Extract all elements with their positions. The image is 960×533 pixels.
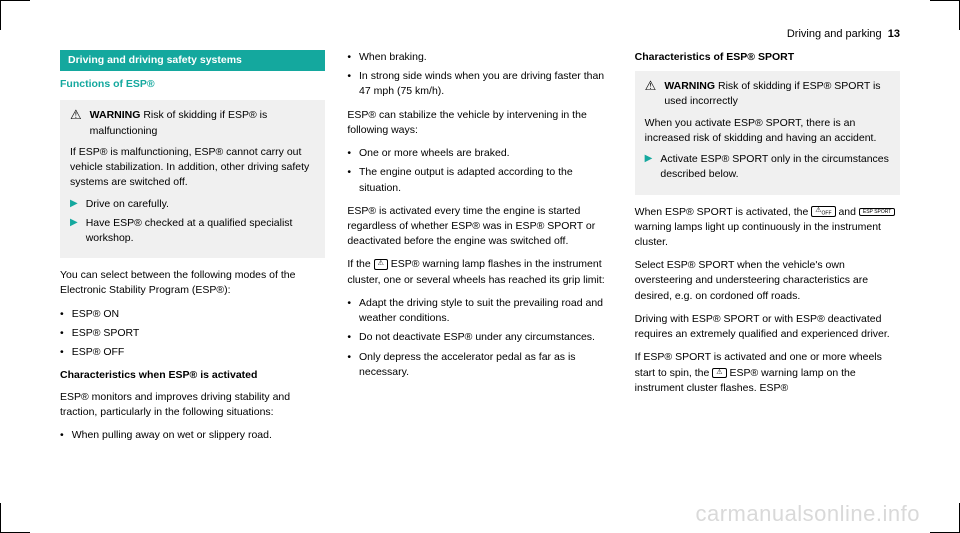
- column-1: Driving and driving safety systems Funct…: [60, 50, 325, 447]
- list-item: •In strong side winds when you are drivi…: [347, 69, 612, 99]
- step-text: Activate ESP® SPORT only in the circumst…: [660, 152, 890, 182]
- page-header: Driving and parking 13: [60, 28, 900, 40]
- paragraph: If ESP® SPORT is activated and one or mo…: [635, 350, 900, 396]
- list-item: •ESP® SPORT: [60, 326, 325, 341]
- esp-warning-icon: ⚠: [374, 259, 388, 269]
- bold-subhead: Characteristics of ESP® SPORT: [635, 50, 900, 65]
- list-item: •When pulling away on wet or slippery ro…: [60, 428, 325, 443]
- paragraph: If the ⚠ ESP® warning lamp flashes in th…: [347, 257, 612, 287]
- warning-icon: ⚠: [645, 79, 657, 92]
- paragraph: ESP® is activated every time the engine …: [347, 204, 612, 250]
- bold-subhead: Characteristics when ESP® is activated: [60, 368, 325, 383]
- warning-box-2: ⚠ WARNING Risk of skidding if ESP® SPORT…: [635, 71, 900, 194]
- paragraph: When ESP® SPORT is activated, the ⚠OFF a…: [635, 205, 900, 251]
- warning-body: If ESP® is malfunctioning, ESP® cannot c…: [70, 145, 315, 191]
- paragraph: You can select between the following mod…: [60, 268, 325, 298]
- esp-off-icon: ⚠OFF: [811, 206, 835, 217]
- list-item: •Only depress the accelerator pedal as f…: [347, 350, 612, 380]
- list-item: •Adapt the driving style to suit the pre…: [347, 296, 612, 326]
- arrow-icon: ▶: [70, 197, 78, 212]
- paragraph: ESP® monitors and improves driving stabi…: [60, 390, 325, 420]
- list-item: •Do not deactivate ESP® under any circum…: [347, 330, 612, 345]
- esp-sport-icon: ESP SPORT: [859, 208, 895, 216]
- warning-title: WARNING Risk of skidding if ESP® SPORT i…: [664, 79, 890, 109]
- step-text: Drive on carefully.: [86, 197, 169, 212]
- arrow-icon: ▶: [70, 216, 78, 246]
- list-item: •ESP® ON: [60, 307, 325, 322]
- subhead-functions: Functions of ESP®: [60, 77, 325, 92]
- column-3: Characteristics of ESP® SPORT ⚠ WARNING …: [635, 50, 900, 447]
- paragraph: Select ESP® SPORT when the vehicle's own…: [635, 258, 900, 304]
- warning-box-1: ⚠ WARNING Risk of skidding if ESP® is ma…: [60, 100, 325, 258]
- warning-step: ▶ Have ESP® checked at a qualified speci…: [70, 216, 315, 246]
- list-item: •One or more wheels are braked.: [347, 146, 612, 161]
- esp-warning-icon: ⚠: [712, 368, 726, 378]
- watermark: carmanualsonline.info: [695, 501, 920, 527]
- column-2: •When braking. •In strong side winds whe…: [347, 50, 612, 447]
- warning-title: WARNING Risk of skidding if ESP® is malf…: [90, 108, 316, 138]
- warning-body: When you activate ESP® SPORT, there is a…: [645, 116, 890, 146]
- list-item: •The engine output is adapted according …: [347, 165, 612, 195]
- arrow-icon: ▶: [645, 152, 653, 182]
- section-banner: Driving and driving safety systems: [60, 50, 325, 71]
- warning-icon: ⚠: [70, 108, 82, 121]
- step-text: Have ESP® checked at a qualified special…: [86, 216, 316, 246]
- header-section: Driving and parking: [787, 28, 882, 40]
- paragraph: ESP® can stabilize the vehicle by interv…: [347, 108, 612, 138]
- warning-step: ▶ Activate ESP® SPORT only in the circum…: [645, 152, 890, 182]
- list-item: •ESP® OFF: [60, 345, 325, 360]
- list-item: •When braking.: [347, 50, 612, 65]
- page-number: 13: [888, 28, 900, 40]
- warning-step: ▶ Drive on carefully.: [70, 197, 315, 212]
- paragraph: Driving with ESP® SPORT or with ESP® dea…: [635, 312, 900, 342]
